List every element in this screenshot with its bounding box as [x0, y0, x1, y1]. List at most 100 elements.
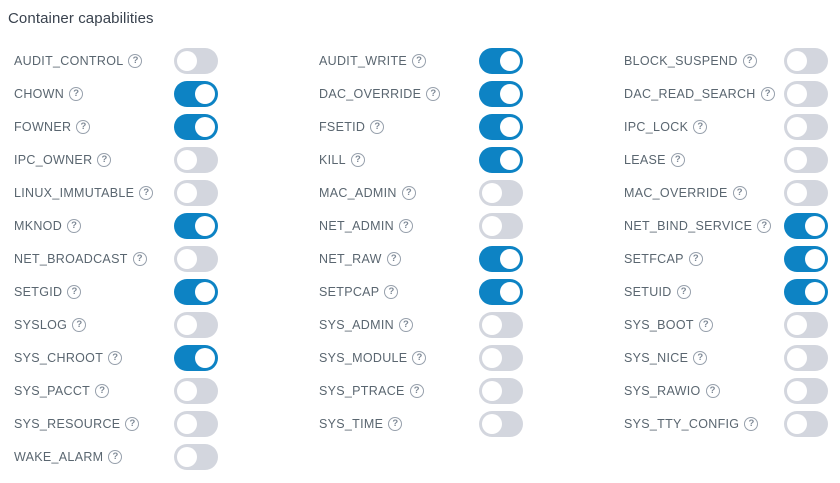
help-icon[interactable]: ?	[95, 384, 110, 398]
capability-toggle[interactable]	[784, 246, 828, 272]
help-icon[interactable]: ?	[693, 351, 708, 365]
capability-label-group: IPC_OWNER ?	[14, 153, 174, 167]
capability-toggle[interactable]	[784, 180, 828, 206]
capability-toggle[interactable]	[174, 48, 218, 74]
capability-label: CHOWN	[14, 87, 65, 101]
help-icon[interactable]: ?	[72, 318, 87, 332]
capability-toggle[interactable]	[784, 81, 828, 107]
help-icon[interactable]: ?	[97, 153, 112, 167]
help-icon[interactable]: ?	[125, 417, 140, 431]
toggle-knob	[177, 447, 197, 467]
capability-toggle[interactable]	[174, 444, 218, 470]
capability-label-group: IPC_LOCK ?	[624, 120, 784, 134]
help-icon[interactable]: ?	[69, 87, 84, 101]
capability-row: SYS_PACCT ?	[14, 378, 218, 404]
help-icon[interactable]: ?	[742, 54, 757, 68]
toggle-knob	[805, 216, 825, 236]
help-icon[interactable]: ?	[412, 54, 427, 68]
capability-row: SYS_RESOURCE ?	[14, 411, 218, 437]
toggle-knob	[195, 117, 215, 137]
capability-label-group: SYS_PTRACE ?	[319, 384, 479, 398]
capability-label-group: MAC_ADMIN ?	[319, 186, 479, 200]
help-icon[interactable]: ?	[76, 120, 91, 134]
capability-toggle[interactable]	[784, 312, 828, 338]
capability-toggle[interactable]	[479, 279, 523, 305]
help-icon[interactable]: ?	[426, 87, 441, 101]
help-icon[interactable]: ?	[705, 384, 720, 398]
capability-label: SYS_RESOURCE	[14, 417, 121, 431]
capability-toggle[interactable]	[784, 213, 828, 239]
help-icon[interactable]: ?	[412, 351, 427, 365]
capability-row: LINUX_IMMUTABLE ?	[14, 180, 218, 206]
help-icon[interactable]: ?	[401, 186, 416, 200]
capability-label: SETGID	[14, 285, 63, 299]
capability-label-group: NET_BIND_SERVICE ?	[624, 219, 784, 233]
help-icon[interactable]: ?	[139, 186, 154, 200]
capability-toggle[interactable]	[479, 378, 523, 404]
help-icon[interactable]: ?	[732, 186, 747, 200]
help-icon[interactable]: ?	[757, 219, 772, 233]
capability-row: IPC_LOCK ?	[624, 114, 828, 140]
capability-toggle[interactable]	[784, 147, 828, 173]
capability-toggle[interactable]	[479, 114, 523, 140]
capability-toggle[interactable]	[174, 213, 218, 239]
capability-toggle[interactable]	[479, 213, 523, 239]
help-icon[interactable]: ?	[108, 351, 123, 365]
capability-toggle[interactable]	[174, 147, 218, 173]
help-icon[interactable]: ?	[132, 252, 147, 266]
help-icon[interactable]: ?	[386, 252, 401, 266]
capability-label-group: DAC_READ_SEARCH ?	[624, 87, 784, 101]
capability-toggle[interactable]	[784, 279, 828, 305]
capability-toggle[interactable]	[479, 180, 523, 206]
capability-toggle[interactable]	[174, 246, 218, 272]
help-icon[interactable]: ?	[693, 120, 708, 134]
help-icon[interactable]: ?	[409, 384, 424, 398]
capability-toggle[interactable]	[174, 279, 218, 305]
help-icon[interactable]: ?	[128, 54, 143, 68]
capability-label-group: SYS_RAWIO ?	[624, 384, 784, 398]
capability-toggle[interactable]	[784, 114, 828, 140]
help-icon[interactable]: ?	[676, 285, 691, 299]
capability-row: WAKE_ALARM ?	[14, 444, 218, 470]
capability-label: SYSLOG	[14, 318, 68, 332]
help-icon[interactable]: ?	[67, 219, 82, 233]
capability-toggle[interactable]	[479, 345, 523, 371]
capability-toggle[interactable]	[174, 312, 218, 338]
capability-label: NET_RAW	[319, 252, 382, 266]
capability-label-group: KILL ?	[319, 153, 479, 167]
capability-toggle[interactable]	[784, 345, 828, 371]
help-icon[interactable]: ?	[760, 87, 775, 101]
capability-label-group: WAKE_ALARM ?	[14, 450, 174, 464]
help-icon[interactable]: ?	[698, 318, 713, 332]
capability-toggle[interactable]	[174, 81, 218, 107]
capability-toggle[interactable]	[479, 147, 523, 173]
help-icon[interactable]: ?	[370, 120, 385, 134]
help-icon[interactable]: ?	[350, 153, 365, 167]
toggle-knob	[482, 183, 502, 203]
capability-toggle[interactable]	[174, 345, 218, 371]
capability-toggle[interactable]	[174, 411, 218, 437]
capability-toggle[interactable]	[479, 246, 523, 272]
help-icon[interactable]: ?	[744, 417, 759, 431]
capability-toggle[interactable]	[174, 180, 218, 206]
capability-label: MKNOD	[14, 219, 63, 233]
toggle-knob	[177, 381, 197, 401]
help-icon[interactable]: ?	[384, 285, 399, 299]
capability-toggle[interactable]	[479, 81, 523, 107]
capability-toggle[interactable]	[784, 378, 828, 404]
capability-row: SETGID ?	[14, 279, 218, 305]
capability-toggle[interactable]	[479, 48, 523, 74]
help-icon[interactable]: ?	[388, 417, 403, 431]
help-icon[interactable]: ?	[108, 450, 123, 464]
capability-toggle[interactable]	[479, 312, 523, 338]
capability-toggle[interactable]	[174, 378, 218, 404]
help-icon[interactable]: ?	[670, 153, 685, 167]
capability-toggle[interactable]	[784, 411, 828, 437]
help-icon[interactable]: ?	[398, 219, 413, 233]
capability-toggle[interactable]	[174, 114, 218, 140]
capability-toggle[interactable]	[784, 48, 828, 74]
help-icon[interactable]: ?	[67, 285, 82, 299]
capability-toggle[interactable]	[479, 411, 523, 437]
help-icon[interactable]: ?	[398, 318, 413, 332]
help-icon[interactable]: ?	[688, 252, 703, 266]
